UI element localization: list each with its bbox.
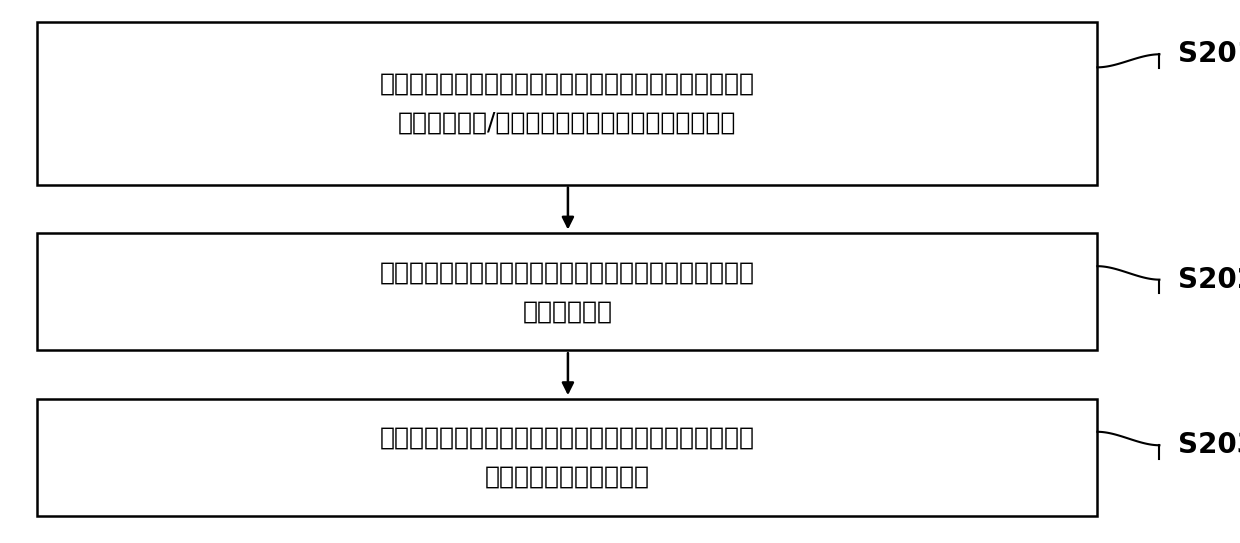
Bar [37,233,1097,350]
Text: 当确定第一环境温度处于预设安全温度区间时，确定出压
缩机排气压力/压缩机进气压力所在的预设压力区间: 当确定第一环境温度处于预设安全温度区间时，确定出压 缩机排气压力/压缩机进气压力… [379,72,755,135]
Text: 根据预设压力区间和压缩机压比在多个预设等级转速中确
定出设定转速: 根据预设压力区间和压缩机压比在多个预设等级转速中确 定出设定转速 [379,260,755,324]
Text: 当确定第一环境温度处于非预设安全温度区间时，以风机
的最高转速作为设定转速: 当确定第一环境温度处于非预设安全温度区间时，以风机 的最高转速作为设定转速 [379,426,755,489]
Bar [37,399,1097,516]
Text: S203: S203 [1178,431,1240,459]
Text: S202: S202 [1178,266,1240,294]
Bar [37,22,1097,185]
Text: S201: S201 [1178,40,1240,68]
